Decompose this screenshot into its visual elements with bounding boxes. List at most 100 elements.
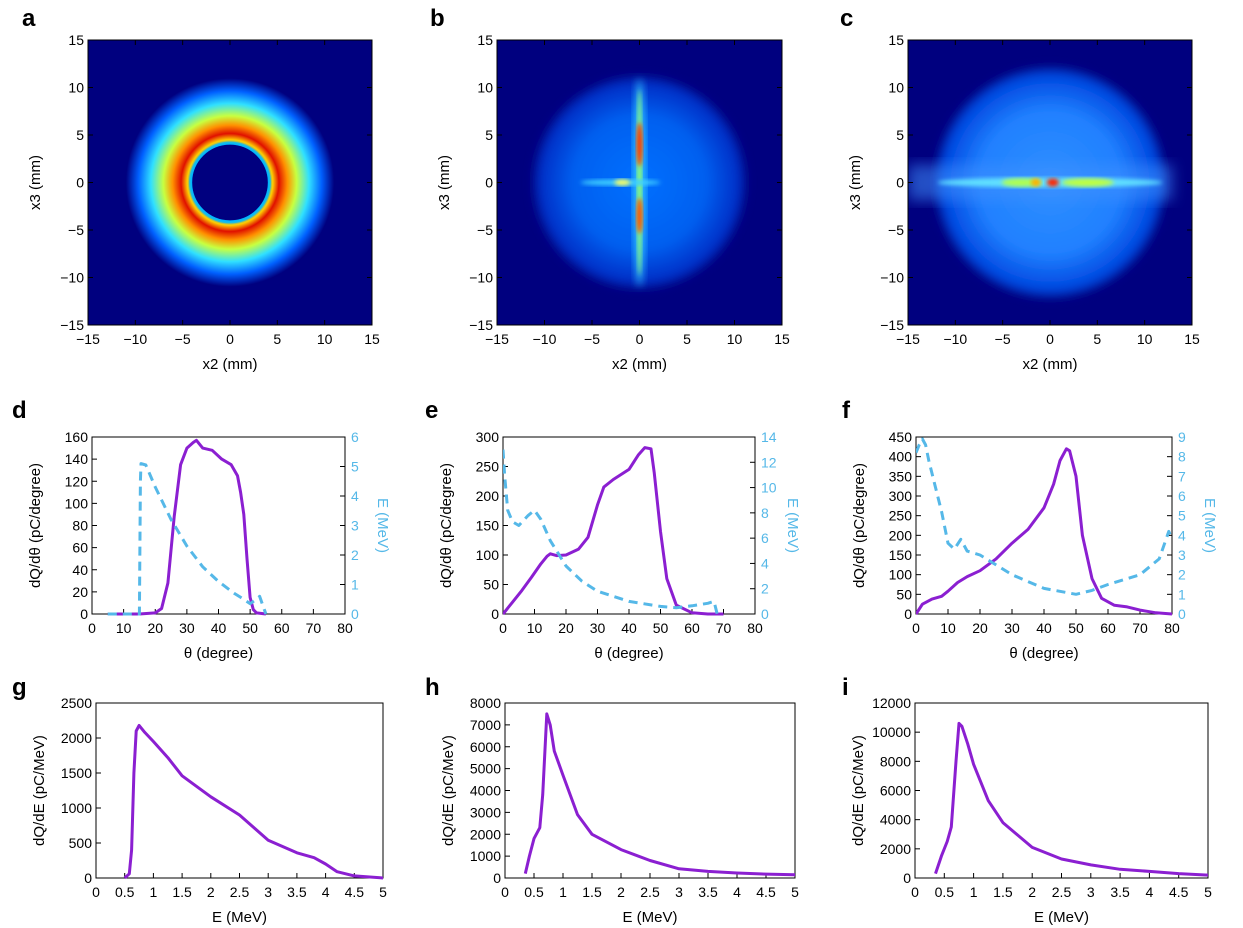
x-tick-label: 15 [774, 331, 790, 347]
y-axis-label: x3 (mm) [847, 155, 864, 210]
y-right-tick-label: 0 [1178, 606, 1186, 622]
panel-e: e0 10 20 30 40 50 60 70 800501001502002503000246… [425, 397, 801, 662]
x-tick-label: −5 [175, 331, 191, 347]
y-right-tick-label: 12 [761, 454, 777, 470]
y-right-tick-label: 9 [1178, 429, 1186, 445]
x-axis: −15 −10 −5 0 5 10 15 [76, 40, 380, 347]
y-axis-label: x3 (mm) [27, 155, 44, 210]
x-tick-label: 3.5 [287, 884, 307, 900]
panel-letter-g: g [12, 674, 27, 701]
x-tick-label: 40 [211, 620, 227, 636]
y-right-tick-label: 3 [1178, 547, 1186, 563]
x-tick-label: 60 [684, 620, 700, 636]
x-axis: 0 0.5 1 1.5 2 2.5 3 3.5 4 4.5 5 [911, 873, 1212, 900]
y-axis: 0 500 1000 1500 2000 2500 [61, 695, 101, 886]
y-tick-label: 0 [76, 175, 84, 191]
y-tick-label: 0 [491, 606, 499, 622]
y-tick-label: 5 [485, 127, 493, 143]
y-tick-label: 50 [896, 586, 912, 602]
x-tick-label: 5 [791, 884, 799, 900]
x-axis: 0 0.5 1 1.5 2 2.5 3 3.5 4 4.5 5 [501, 873, 799, 900]
y-tick-label: 0 [903, 870, 911, 886]
plot-frame [91, 436, 346, 615]
y-right-tick-label: 5 [351, 459, 359, 475]
x-tick-label: 30 [590, 620, 606, 636]
panel-f: f0 10 20 30 40 50 60 70 800501001502002503003504… [842, 397, 1218, 662]
y-tick-label: 250 [476, 459, 500, 475]
y-tick-label: 5 [76, 127, 84, 143]
x-axis: −15 −10 −5 0 5 10 15 [896, 40, 1200, 347]
x-tick-label: 4 [322, 884, 330, 900]
x-tick-label: 60 [274, 620, 290, 636]
y-tick-label: 100 [889, 567, 913, 583]
y-tick-label: 10 [888, 80, 904, 96]
x-tick-label: 3.5 [698, 884, 718, 900]
x-tick-label: 1 [150, 884, 158, 900]
panel-g: g 0 0.5 1 1.5 2 2.5 3 3.5 4 4.5 5 0 500 1000 1500 2000 25… [12, 674, 387, 926]
y-axis-right: 0 2 4 6 8 10 12 14 [750, 429, 777, 622]
x-tick-label: 80 [337, 620, 353, 636]
y-tick-label: 4000 [470, 783, 501, 799]
y-right-tick-label: 6 [761, 530, 769, 546]
y-right-tick-label: 0 [351, 606, 359, 622]
y-right-tick-label: 4 [1178, 527, 1186, 543]
x-axis-label: θ (degree) [184, 645, 253, 662]
y-tick-label: 100 [476, 547, 500, 563]
x-axis-label: x2 (mm) [1023, 356, 1078, 373]
x-tick-label: 5 [1093, 331, 1101, 347]
x-tick-label: 0 [912, 620, 920, 636]
y-right-tick-label: 7 [1178, 468, 1186, 484]
y-tick-label: −5 [477, 222, 493, 238]
y-tick-label: 8000 [880, 753, 911, 769]
x-tick-label: 30 [179, 620, 195, 636]
y-tick-label: 100 [65, 495, 89, 511]
x-tick-label: 0 [92, 884, 100, 900]
panel-letter-f: f [842, 397, 851, 424]
x-axis-label: x2 (mm) [612, 356, 667, 373]
y-tick-label: 0 [80, 606, 88, 622]
panel-letter-i: i [842, 674, 849, 701]
x-tick-label: 10 [1137, 331, 1153, 347]
panel-letter-c: c [840, 5, 853, 32]
y-tick-label: 250 [889, 508, 913, 524]
y-right-tick-label: 2 [761, 581, 769, 597]
y-tick-label: 4000 [880, 812, 911, 828]
y-tick-label: 5 [896, 127, 904, 143]
y-tick-label: 6000 [470, 739, 501, 755]
charge-series-line [916, 447, 1172, 616]
x-axis: 0 10 20 30 40 50 60 70 80 [499, 609, 763, 636]
y-tick-label: 300 [476, 429, 500, 445]
x-tick-label: 0 [636, 331, 644, 347]
y-axis: −15 −10 −5 0 5 10 15 [469, 32, 782, 333]
x-tick-label: 3.5 [1110, 884, 1130, 900]
x-tick-label: 10 [317, 331, 333, 347]
y-axis-label: dQ/dθ (pC/degree) [438, 463, 455, 588]
x-tick-label: 1.5 [993, 884, 1013, 900]
x-tick-label: 3 [264, 884, 272, 900]
y-tick-label: 1000 [61, 800, 92, 816]
y-tick-label: −10 [469, 270, 493, 286]
panel-letter-e: e [425, 397, 438, 424]
x-axis-label: x2 (mm) [203, 356, 258, 373]
panel-a: a −15 −10 −5 0 5 10 15 −15 −10 −5 0 5 10 15 x2 (mm) x3 (… [22, 5, 380, 373]
x-tick-label: 70 [1132, 620, 1148, 636]
x-tick-label: 10 [940, 620, 956, 636]
y-tick-label: 12000 [872, 695, 911, 711]
x-tick-label: −5 [995, 331, 1011, 347]
y-tick-label: 2000 [470, 826, 501, 842]
x-tick-label: 5 [273, 331, 281, 347]
x-tick-label: 0.5 [524, 884, 544, 900]
y-tick-label: 140 [65, 451, 89, 467]
ring-inner-edge [189, 141, 271, 224]
x-axis: −15 −10 −5 0 5 10 15 [485, 40, 790, 347]
x-tick-label: 2.5 [1052, 884, 1072, 900]
y-tick-label: 150 [476, 518, 500, 534]
y-tick-label: 1000 [470, 848, 501, 864]
heatmap-image [125, 78, 335, 287]
y-right-tick-label: 8 [1178, 449, 1186, 465]
panel-c: c −15 −10 −5 0 5 10 15 −15 −10 −5 0 5 10 15 x2 (mm) x3 (… [840, 5, 1200, 373]
x-tick-label: 2 [617, 884, 625, 900]
ring-hole [192, 144, 268, 221]
x-tick-label: 2.5 [230, 884, 250, 900]
